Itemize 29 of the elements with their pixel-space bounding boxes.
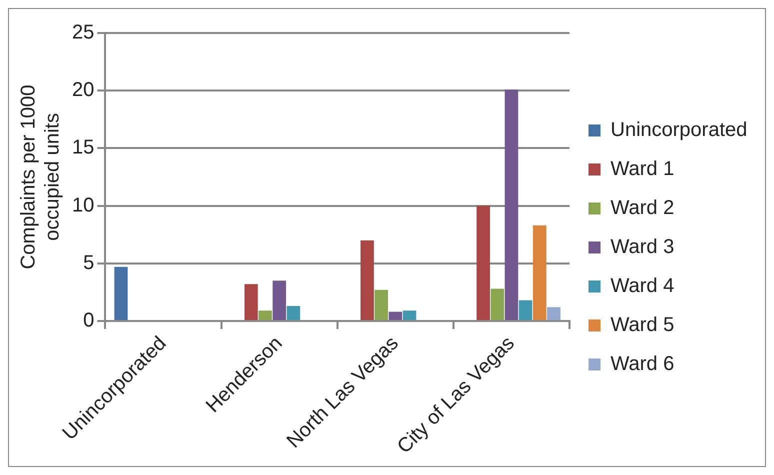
legend-label: Ward 4 bbox=[610, 275, 674, 298]
bar bbox=[360, 240, 374, 320]
legend-label: Ward 5 bbox=[610, 314, 674, 336]
bar bbox=[476, 206, 490, 320]
legend-label: Unincorporated bbox=[610, 119, 748, 142]
bar bbox=[402, 310, 416, 320]
y-tick-label: 25 bbox=[72, 22, 94, 44]
y-tick-label: 20 bbox=[72, 79, 94, 102]
bar bbox=[388, 312, 402, 320]
bar bbox=[114, 266, 128, 320]
bar bbox=[504, 89, 518, 320]
bar bbox=[374, 290, 388, 320]
bar bbox=[490, 288, 504, 320]
y-tick-label: 15 bbox=[72, 136, 94, 159]
bar bbox=[244, 284, 258, 320]
y-axis-title: Complaints per 1000 occupied units bbox=[18, 84, 64, 270]
legend-label: Ward 3 bbox=[610, 236, 674, 258]
y-tick-label: 10 bbox=[72, 194, 94, 216]
legend-label: Ward 6 bbox=[610, 353, 674, 376]
bar bbox=[258, 310, 272, 320]
bar bbox=[518, 300, 532, 320]
legend-label: Ward 1 bbox=[610, 158, 674, 180]
bar bbox=[286, 306, 300, 320]
legend-label: Ward 2 bbox=[610, 197, 674, 220]
bar bbox=[547, 307, 560, 320]
bar bbox=[532, 225, 546, 320]
y-tick-label: 5 bbox=[83, 252, 94, 274]
bar bbox=[272, 280, 286, 320]
y-tick-label: 0 bbox=[83, 309, 94, 332]
